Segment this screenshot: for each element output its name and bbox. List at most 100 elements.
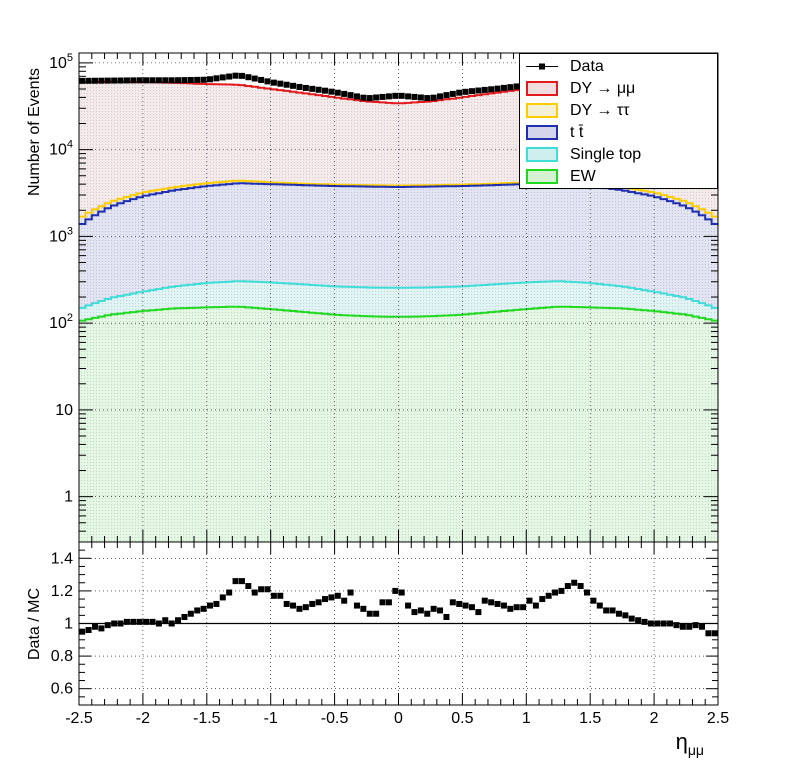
ratio-point (385, 599, 392, 606)
data-point (462, 88, 469, 95)
y-tick-label: 1.2 (51, 583, 73, 600)
data-point (424, 95, 431, 102)
ratio-point (226, 589, 233, 596)
data-point (270, 79, 277, 86)
ratio-point (494, 600, 501, 607)
ratio-point (232, 578, 239, 585)
ratio-point (679, 623, 686, 630)
ratio-point (283, 600, 290, 607)
legend-label: EW (570, 168, 596, 185)
ratio-point (149, 618, 156, 625)
ratio-point (373, 610, 380, 617)
ratio-point (405, 602, 412, 609)
ratio-point (360, 605, 367, 612)
data-point (85, 77, 92, 84)
x-tick-label: -1.5 (193, 710, 221, 727)
ratio-point (443, 613, 450, 620)
data-point (513, 83, 520, 90)
data-point (264, 78, 271, 85)
ratio-point (667, 620, 674, 627)
data-point (155, 77, 162, 84)
ratio-point (660, 620, 667, 627)
ratio-point (322, 596, 329, 603)
ratio-point (328, 594, 335, 601)
ratio-point (481, 597, 488, 604)
legend-ttbar-swatch (526, 125, 558, 140)
ratio-point (309, 600, 316, 607)
data-point (226, 73, 233, 80)
data-point (206, 76, 213, 83)
ratio-point (545, 592, 552, 599)
legend-label: Single top (570, 146, 642, 163)
ratio-point (437, 607, 444, 614)
legend-item-ew: EW (520, 166, 717, 188)
ratio-point (635, 617, 642, 624)
ratio-panel-data-points (79, 578, 718, 637)
ratio-point (647, 620, 654, 627)
data-point (149, 77, 156, 84)
ratio-point (571, 579, 578, 586)
data-point (245, 74, 252, 81)
ratio-point (705, 630, 712, 637)
data-point (168, 77, 175, 84)
ratio-point (488, 599, 495, 606)
ratio-point (315, 599, 322, 606)
ratio-point (194, 607, 201, 614)
stack-hatch-ew (79, 306, 718, 542)
x-tick-label: -2.5 (65, 710, 93, 727)
legend-label: DY → ττ (570, 102, 630, 119)
legend-item-data: Data (520, 56, 717, 78)
data-point (385, 93, 392, 100)
data-point (290, 82, 297, 89)
ratio-point (123, 618, 130, 625)
data-point (111, 77, 118, 84)
data-point (283, 81, 290, 88)
x-tick-label: -2 (136, 710, 150, 727)
y-tick-exponent: 2 (67, 312, 73, 324)
ratio-point (603, 607, 610, 614)
ratio-point (143, 618, 150, 625)
y-tick-exponent: 5 (67, 52, 73, 64)
data-point (219, 74, 226, 81)
legend-label: DY → μμ (570, 80, 636, 97)
legend-label: t t̄ (570, 124, 584, 141)
legend-data-marker (526, 63, 558, 70)
y-tick-label: 0.6 (51, 681, 73, 698)
stack-line-t-t- (79, 182, 718, 225)
ratio-point (155, 620, 162, 627)
stack-line-ew (79, 305, 718, 322)
ratio-point (558, 587, 565, 594)
ratio-point (520, 604, 527, 611)
ratio-point (590, 597, 597, 604)
ratio-point (238, 578, 245, 585)
x-tick-label: 2.5 (707, 710, 729, 727)
ratio-point (347, 589, 354, 596)
ratio-point (692, 622, 699, 629)
data-point (341, 90, 348, 97)
data-point (373, 94, 380, 101)
data-point (334, 89, 341, 96)
ratio-point (334, 592, 341, 599)
data-point (315, 86, 322, 93)
legend-item-dy-mumu: DY → μμ (520, 78, 717, 100)
ratio-point (251, 589, 258, 596)
data-point (468, 88, 475, 95)
data-point (98, 77, 105, 84)
data-point (366, 95, 373, 102)
data-point (104, 77, 111, 84)
ratio-point (264, 586, 271, 593)
data-point (405, 93, 412, 100)
ratio-point (411, 609, 418, 616)
data-point (181, 77, 188, 84)
ratio-point (181, 613, 188, 620)
ratio-point (596, 602, 603, 609)
ratio-point (622, 612, 629, 619)
ratio-point (462, 602, 469, 609)
data-point (213, 75, 220, 82)
ratio-panel-grid (78, 542, 719, 705)
data-point (488, 86, 495, 93)
data-point (194, 76, 201, 83)
main-y-axis-label: Number of Events (26, 68, 43, 196)
ratio-point (417, 607, 424, 614)
